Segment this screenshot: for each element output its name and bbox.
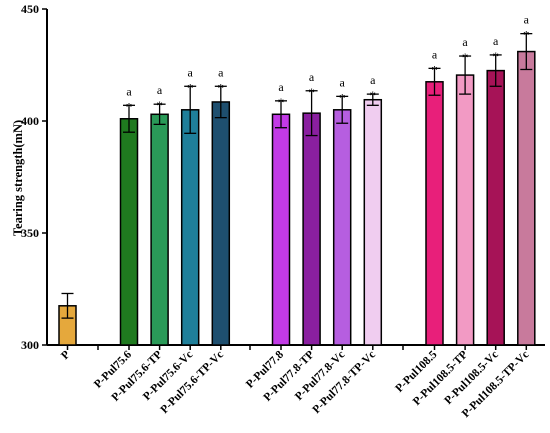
significance-star: * — [126, 99, 133, 114]
y-axis-label-group: Tearing strength(mN) — [11, 120, 25, 236]
significance-letter: a — [218, 65, 224, 79]
significance-star: * — [431, 62, 438, 77]
significance-star: * — [339, 90, 346, 105]
significance-star: * — [523, 28, 530, 43]
bars — [58, 50, 536, 346]
bar-p-pul75-6-tp — [150, 113, 169, 346]
bar-p-pul108-5-tp — [455, 74, 475, 346]
error-bars — [61, 32, 533, 319]
bar-p-pul108-5 — [425, 81, 444, 346]
bar-p-pul108-5-tp-vc — [517, 50, 536, 346]
significance-star: * — [278, 95, 285, 110]
bar-p-pul108-5-vc — [486, 69, 505, 346]
y-axis: 300 350 400 450 — [21, 2, 48, 352]
significance-star: * — [187, 80, 194, 95]
y-tick-label: 350 — [21, 226, 39, 240]
y-tick-label: 400 — [21, 114, 39, 128]
category-label: P-Pul108.5-Vc — [442, 349, 500, 407]
significance-letter: a — [278, 80, 284, 94]
bar-p-pul77-8 — [271, 113, 291, 346]
significance-letter: a — [188, 65, 194, 79]
significance-letter: a — [309, 70, 315, 84]
significance-letter: a — [126, 84, 132, 98]
significance-star: * — [156, 98, 163, 113]
y-tick-label: 450 — [21, 2, 39, 16]
significance-letter: a — [432, 47, 438, 61]
y-axis-label: Tearing strength(mN) — [11, 120, 25, 236]
bar-p-pul75-6 — [119, 118, 139, 346]
significance-star: * — [308, 85, 315, 100]
category-labels: P P-Pul75.6P-Pul75.6-TPP-Pul75.6-VcP-Pul7… — [59, 348, 531, 420]
y-tick-label: 300 — [21, 338, 39, 352]
bar-p-pul77-8-vc — [332, 109, 352, 346]
category-label: P — [59, 349, 72, 362]
significance-letter: a — [462, 35, 468, 49]
significance-star: * — [218, 80, 225, 95]
significance-letter: a — [493, 34, 499, 48]
bar-p-pul75-6-tp-vc — [211, 101, 231, 346]
bar-p-pul77-8-tp-vc — [363, 98, 383, 346]
significance-annotations: *a*a *a*a*a *a*a*a*a *a*a *a — [126, 13, 530, 115]
significance-letter: a — [370, 73, 376, 87]
significance-star: * — [492, 49, 499, 64]
significance-star: * — [462, 50, 469, 65]
significance-star: * — [370, 88, 377, 103]
significance-letter: a — [157, 83, 163, 97]
bar-p-pul77-8-tp — [302, 112, 321, 346]
significance-letter: a — [340, 75, 346, 89]
significance-letter: a — [524, 13, 530, 27]
bar-p-pul75-6-vc — [180, 109, 200, 346]
